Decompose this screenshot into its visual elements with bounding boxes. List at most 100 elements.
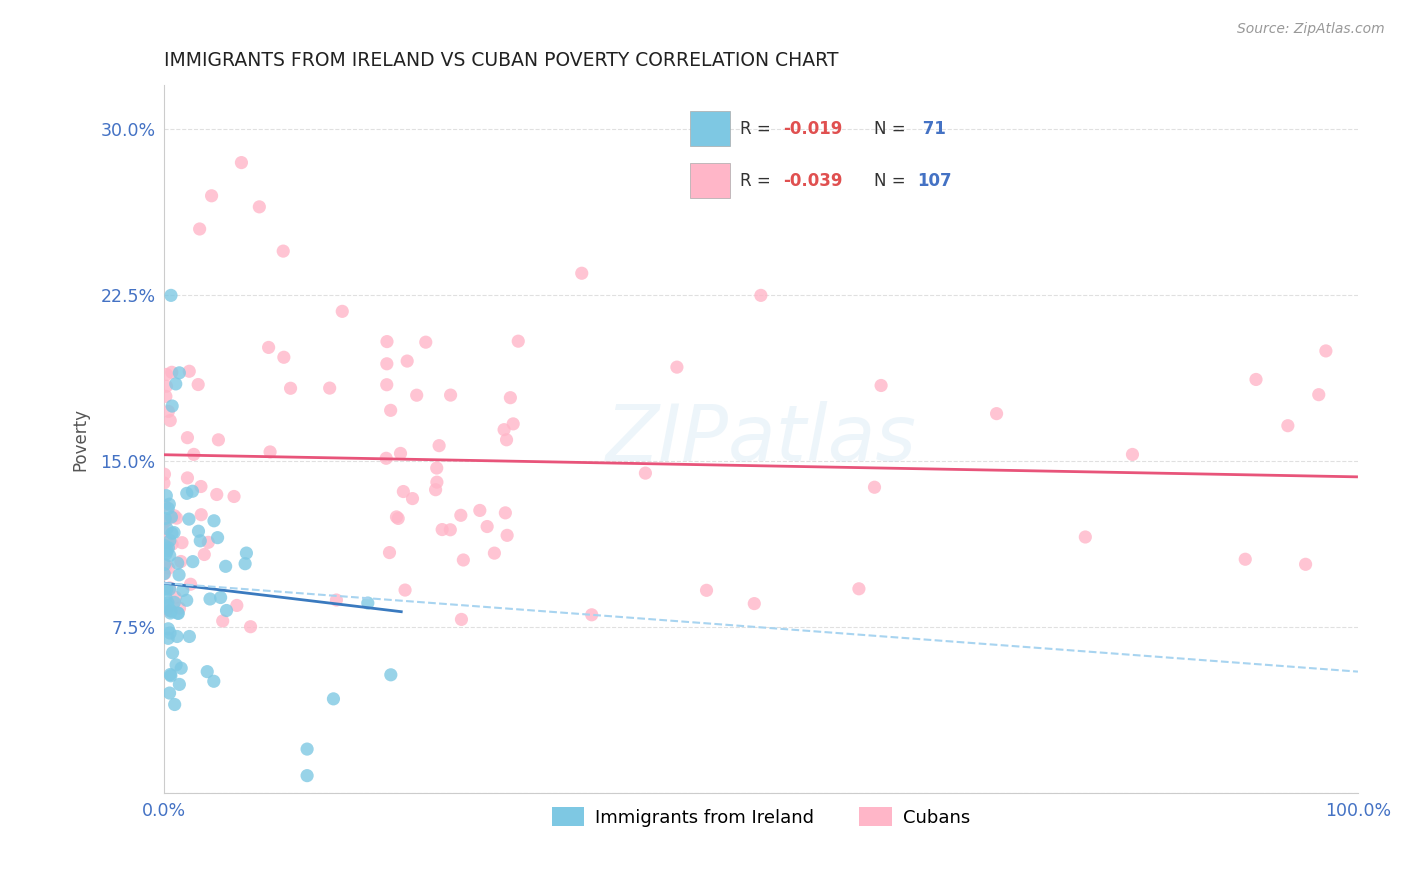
- Point: [155, 379, 177, 393]
- Point: [468, 503, 491, 517]
- Point: [153, 539, 176, 553]
- Point: [180, 577, 202, 591]
- Point: [165, 591, 187, 605]
- Point: [155, 513, 177, 527]
- Point: [179, 364, 201, 378]
- Point: [202, 514, 225, 528]
- Point: [156, 582, 179, 596]
- Point: [160, 604, 183, 618]
- Point: [863, 480, 886, 494]
- Point: [205, 487, 228, 501]
- Point: [257, 340, 280, 354]
- Point: [176, 431, 198, 445]
- Point: [1277, 418, 1299, 433]
- Point: [571, 266, 593, 280]
- Point: [389, 446, 412, 460]
- Point: [870, 378, 893, 392]
- Point: [375, 334, 398, 349]
- Point: [197, 535, 219, 549]
- Point: [295, 742, 318, 756]
- Point: [157, 632, 180, 646]
- Point: [166, 630, 188, 644]
- Point: [215, 603, 238, 617]
- Point: [385, 509, 408, 524]
- Point: [153, 566, 176, 581]
- Point: [499, 391, 522, 405]
- Point: [439, 523, 461, 537]
- Point: [159, 533, 181, 548]
- Point: [271, 244, 294, 259]
- Point: [166, 556, 188, 570]
- Point: [508, 334, 530, 348]
- Point: [214, 559, 236, 574]
- Point: [170, 661, 193, 675]
- Point: [153, 525, 176, 540]
- Point: [187, 524, 209, 539]
- Point: [378, 545, 401, 559]
- Point: [160, 288, 183, 302]
- Point: [273, 351, 295, 365]
- Point: [176, 593, 198, 607]
- Point: [179, 630, 201, 644]
- Point: [450, 612, 472, 626]
- Point: [188, 222, 211, 236]
- Point: [235, 546, 257, 560]
- Point: [159, 582, 181, 597]
- Point: [495, 433, 517, 447]
- Point: [157, 404, 180, 418]
- Point: [401, 491, 423, 506]
- Text: Source: ZipAtlas.com: Source: ZipAtlas.com: [1237, 22, 1385, 37]
- Point: [207, 433, 229, 447]
- Point: [166, 511, 188, 525]
- Point: [157, 561, 180, 575]
- Text: IMMIGRANTS FROM IRELAND VS CUBAN POVERTY CORRELATION CHART: IMMIGRANTS FROM IRELAND VS CUBAN POVERTY…: [165, 51, 838, 70]
- Point: [153, 467, 176, 482]
- Point: [159, 667, 181, 681]
- Point: [247, 200, 270, 214]
- Point: [634, 466, 657, 480]
- Point: [187, 377, 209, 392]
- Point: [318, 381, 340, 395]
- Point: [156, 536, 179, 550]
- Point: [415, 335, 437, 350]
- Point: [160, 537, 183, 551]
- Point: [156, 603, 179, 617]
- Point: [163, 698, 186, 712]
- Point: [225, 599, 247, 613]
- Point: [198, 592, 221, 607]
- Point: [494, 506, 516, 520]
- Point: [259, 445, 281, 459]
- Point: [1074, 530, 1097, 544]
- Point: [153, 476, 176, 491]
- Point: [169, 366, 191, 380]
- Point: [166, 606, 188, 620]
- Point: [176, 486, 198, 500]
- Point: [170, 554, 193, 568]
- Point: [195, 665, 218, 679]
- Point: [357, 596, 380, 610]
- Point: [430, 523, 453, 537]
- Point: [159, 626, 181, 640]
- Point: [156, 543, 179, 558]
- Point: [153, 582, 176, 596]
- Point: [749, 288, 772, 302]
- Point: [209, 591, 232, 605]
- Point: [986, 407, 1008, 421]
- Point: [1315, 343, 1337, 358]
- Point: [193, 548, 215, 562]
- Point: [494, 423, 516, 437]
- Legend: Immigrants from Ireland, Cubans: Immigrants from Ireland, Cubans: [544, 800, 977, 834]
- Point: [162, 646, 184, 660]
- Point: [1308, 387, 1330, 401]
- Point: [190, 508, 212, 522]
- Point: [394, 583, 416, 598]
- Point: [167, 567, 190, 582]
- Point: [176, 471, 198, 485]
- Point: [742, 597, 765, 611]
- Y-axis label: Poverty: Poverty: [72, 408, 89, 471]
- Point: [475, 519, 498, 533]
- Point: [211, 614, 233, 628]
- Point: [157, 622, 180, 636]
- Point: [157, 541, 180, 555]
- Point: [157, 501, 180, 516]
